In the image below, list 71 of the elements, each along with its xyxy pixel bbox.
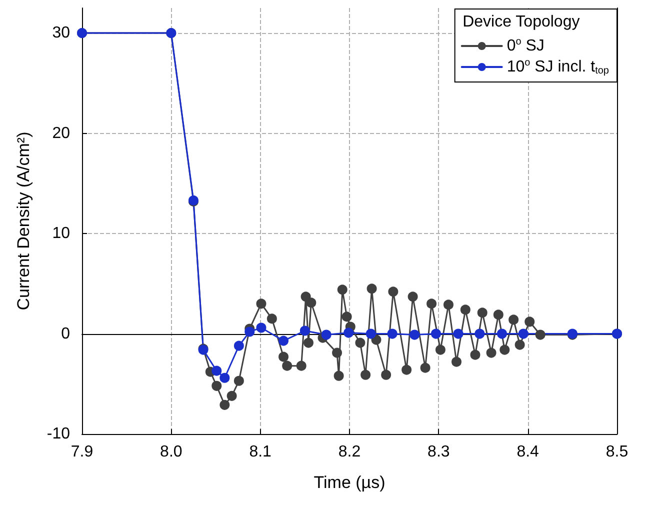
point bbox=[212, 380, 222, 391]
point bbox=[278, 352, 289, 362]
point bbox=[256, 322, 266, 333]
point bbox=[435, 344, 446, 355]
point bbox=[474, 328, 485, 339]
point bbox=[300, 326, 310, 336]
point bbox=[443, 300, 454, 310]
point bbox=[366, 284, 377, 294]
y-tick-label: -10 bbox=[46, 426, 70, 442]
point bbox=[282, 360, 292, 371]
x-tick-label: 8.1 bbox=[249, 444, 272, 460]
point bbox=[477, 308, 488, 318]
point bbox=[508, 314, 519, 325]
point bbox=[366, 328, 376, 339]
point bbox=[344, 328, 354, 338]
point bbox=[514, 340, 525, 350]
point bbox=[226, 390, 237, 401]
x-tick-label: 8.4 bbox=[516, 444, 540, 460]
point bbox=[452, 356, 462, 367]
x-tick-label: 8.0 bbox=[160, 444, 182, 460]
point bbox=[388, 286, 398, 297]
point bbox=[296, 360, 306, 371]
point bbox=[460, 304, 470, 315]
point bbox=[426, 298, 437, 309]
x-tick-label: 8.5 bbox=[606, 444, 628, 460]
y-tick-label: 20 bbox=[52, 124, 70, 142]
point bbox=[278, 336, 289, 346]
point bbox=[342, 312, 352, 322]
point bbox=[337, 284, 348, 295]
point bbox=[453, 328, 464, 339]
point bbox=[220, 372, 230, 383]
point bbox=[371, 334, 382, 345]
point bbox=[381, 370, 392, 380]
point bbox=[300, 292, 311, 302]
y-tick-label: 0 bbox=[61, 325, 70, 342]
point bbox=[387, 328, 398, 339]
legend-title: Device Topology bbox=[462, 14, 580, 30]
point bbox=[220, 400, 230, 410]
point bbox=[306, 298, 316, 308]
point bbox=[334, 370, 344, 381]
point bbox=[496, 328, 507, 339]
y-tick-label: 10 bbox=[52, 225, 70, 242]
x-tick-label: 8.2 bbox=[338, 444, 361, 460]
point bbox=[410, 330, 420, 340]
point bbox=[420, 362, 430, 373]
y-tick-label: 30 bbox=[52, 24, 70, 42]
point bbox=[402, 364, 412, 375]
point bbox=[408, 292, 418, 302]
point bbox=[321, 330, 332, 340]
point bbox=[234, 376, 244, 386]
point bbox=[212, 366, 222, 376]
point bbox=[266, 314, 277, 324]
x-tick-label: 7.9 bbox=[70, 444, 94, 460]
point bbox=[493, 310, 504, 320]
point bbox=[360, 370, 371, 380]
point bbox=[518, 328, 528, 339]
point bbox=[303, 338, 314, 348]
x-axis-title: Time (µs) bbox=[314, 473, 386, 492]
point bbox=[486, 348, 496, 358]
point bbox=[500, 344, 510, 355]
point bbox=[332, 348, 342, 358]
point bbox=[470, 350, 480, 360]
point bbox=[524, 316, 535, 327]
point bbox=[244, 326, 255, 337]
point bbox=[234, 340, 244, 351]
point bbox=[535, 330, 546, 340]
x-tick-label: 8.3 bbox=[428, 444, 450, 460]
point bbox=[431, 328, 441, 339]
point bbox=[355, 338, 366, 348]
y-axis-title: Current Density (A/cm²) bbox=[14, 132, 33, 310]
point bbox=[256, 298, 266, 309]
